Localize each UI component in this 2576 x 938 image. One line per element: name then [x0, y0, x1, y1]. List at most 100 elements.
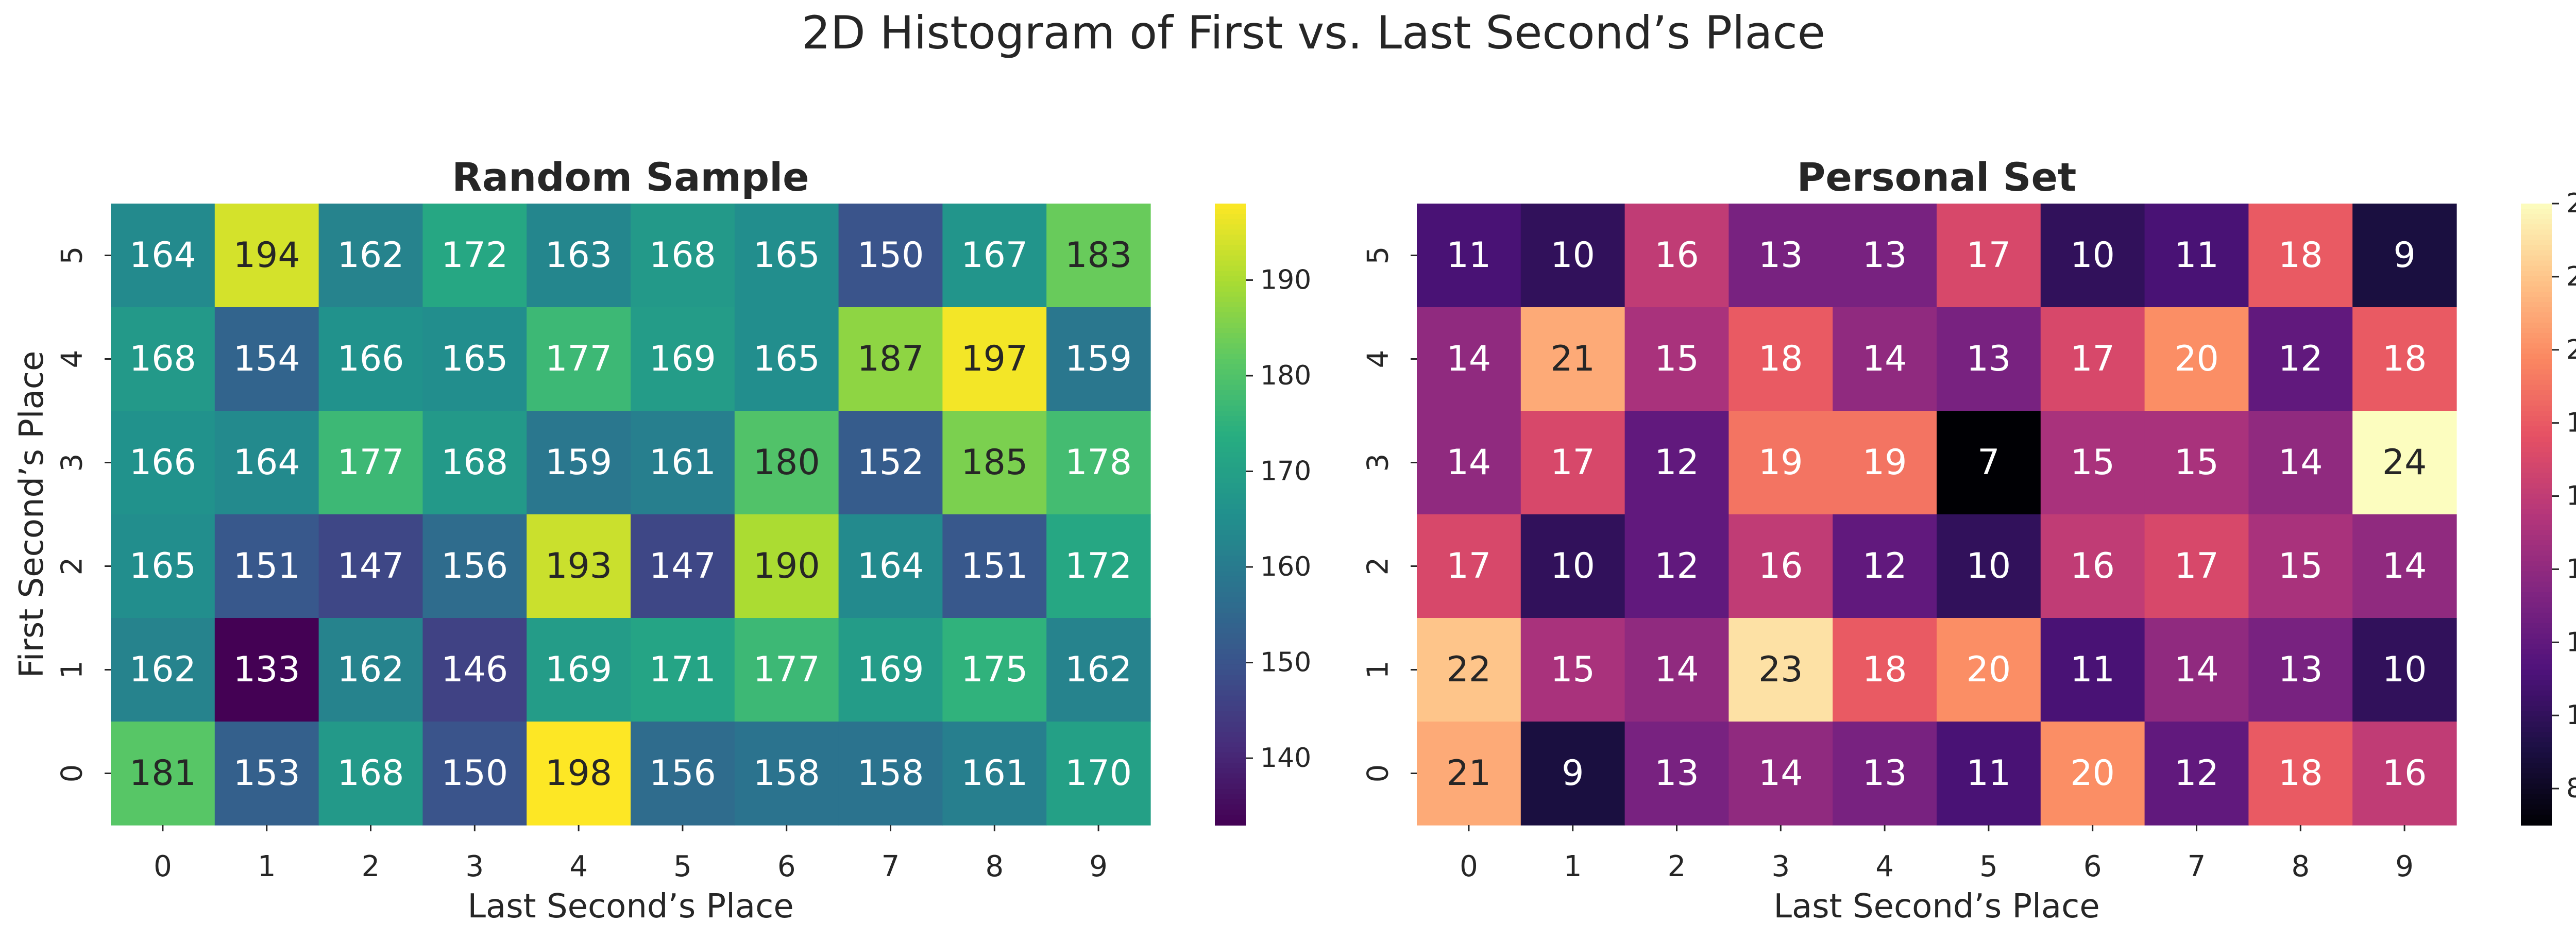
- cell-value-label: 12: [1862, 546, 1907, 587]
- colorbar-segment: [2521, 400, 2552, 406]
- colorbar-tick-label: 10: [2566, 700, 2576, 731]
- heatmap-cell: [631, 722, 735, 826]
- cell-value-label: 18: [2278, 753, 2323, 794]
- cell-value-label: 169: [545, 649, 612, 690]
- heatmap-cell: [1937, 204, 2041, 308]
- colorbar-segment: [1215, 592, 1246, 598]
- colorbar-segment: [2521, 706, 2552, 712]
- colorbar-segment: [1215, 530, 1246, 535]
- cell-value-label: 15: [2070, 442, 2115, 483]
- colorbar-segment: [2521, 550, 2552, 557]
- cell-value-label: 156: [649, 753, 716, 794]
- heatmap-cell: [838, 204, 943, 308]
- cell-value-label: 183: [1065, 235, 1132, 276]
- cell-value-label: 21: [1447, 753, 1492, 794]
- cell-value-label: 10: [1550, 235, 1595, 276]
- colorbar-segment: [2521, 581, 2552, 588]
- colorbar-segment: [2521, 794, 2552, 800]
- colorbar-segment: [2521, 628, 2552, 634]
- colorbar-segment: [2521, 447, 2552, 453]
- heatmap-cell: [1728, 514, 1833, 618]
- colorbar-segment: [2521, 442, 2552, 448]
- heatmap-cell: [111, 307, 215, 411]
- colorbar-tick-label: 140: [1260, 743, 1311, 774]
- colorbar-segment: [2521, 286, 2552, 292]
- cell-value-label: 18: [1758, 339, 1803, 379]
- cell-value-label: 12: [1654, 546, 1699, 587]
- cell-value-label: 146: [441, 649, 508, 690]
- colorbar-segment: [2521, 390, 2552, 396]
- heatmap-cell: [1728, 307, 1833, 411]
- heatmap-cell: [1417, 514, 1521, 618]
- y-tick-label: 1: [1362, 661, 1395, 679]
- colorbar-segment: [2521, 514, 2552, 520]
- colorbar-segment: [1215, 224, 1246, 230]
- colorbar-segment: [2521, 338, 2552, 344]
- colorbar-segment: [1215, 301, 1246, 308]
- x-tick-label: 2: [362, 850, 380, 883]
- colorbar-segment: [2521, 747, 2552, 753]
- colorbar-segment: [2521, 478, 2552, 484]
- colorbar-segment: [1215, 758, 1246, 764]
- colorbar-segment: [1215, 520, 1246, 525]
- heatmap-cell: [1624, 514, 1729, 618]
- y-tick-label: 4: [56, 350, 89, 368]
- colorbar-segment: [2521, 618, 2552, 624]
- y-tick-label: 3: [56, 454, 89, 472]
- heatmap-cell: [527, 618, 631, 722]
- cell-value-label: 12: [2278, 339, 2323, 379]
- colorbar-segment: [2521, 530, 2552, 535]
- cell-value-label: 164: [129, 235, 196, 276]
- heatmap-cell: [422, 411, 527, 515]
- panel-title: Personal Set: [1797, 154, 2077, 200]
- colorbar-segment: [2521, 457, 2552, 463]
- heatmap-cell: [111, 618, 215, 722]
- cell-value-label: 153: [233, 753, 300, 794]
- cell-value-label: 11: [1967, 753, 2011, 794]
- x-tick-label: 6: [777, 850, 796, 883]
- cell-value-label: 14: [1862, 339, 1907, 379]
- cell-value-label: 13: [2278, 649, 2323, 690]
- heatmap-cell: [1046, 722, 1151, 826]
- heatmap-cell: [631, 307, 735, 411]
- colorbar-segment: [1215, 374, 1246, 380]
- colorbar-segment: [2521, 483, 2552, 489]
- colorbar-segment: [1215, 214, 1246, 220]
- heatmap-cell: [942, 411, 1047, 515]
- colorbar-segment: [2521, 763, 2552, 769]
- colorbar-segment: [1215, 291, 1246, 297]
- y-tick-label: 4: [1362, 350, 1395, 368]
- colorbar-segment: [1215, 405, 1246, 411]
- colorbar-segment: [1215, 514, 1246, 520]
- colorbar-segment: [1215, 478, 1246, 484]
- colorbar-segment: [1215, 354, 1246, 360]
- colorbar-segment: [2521, 473, 2552, 479]
- colorbar-tick-label: 190: [1260, 264, 1311, 295]
- colorbar-segment: [1215, 204, 1246, 209]
- colorbar-segment: [2521, 437, 2552, 443]
- cell-value-label: 151: [961, 546, 1028, 587]
- colorbar-segment: [1215, 727, 1246, 732]
- x-tick-label: 8: [2291, 850, 2310, 883]
- cell-value-label: 13: [1862, 235, 1907, 276]
- colorbar-segment: [1215, 276, 1246, 282]
- cell-value-label: 165: [753, 235, 820, 276]
- colorbar-segment: [1215, 359, 1246, 365]
- cell-value-label: 164: [857, 546, 924, 587]
- colorbar-segment: [2521, 566, 2552, 572]
- colorbar-segment: [2521, 685, 2552, 691]
- heatmap-cell: [318, 411, 423, 515]
- cell-value-label: 177: [545, 339, 612, 379]
- colorbar-segment: [1215, 348, 1246, 355]
- heatmap-cell: [1046, 618, 1151, 722]
- colorbar-segment: [1215, 716, 1246, 722]
- colorbar-segment: [1215, 504, 1246, 510]
- colorbar-segment: [1215, 556, 1246, 562]
- heatmap-cell: [214, 618, 319, 722]
- cell-value-label: 16: [1654, 235, 1699, 276]
- colorbar-segment: [1215, 633, 1246, 639]
- colorbar-segment: [2521, 260, 2552, 266]
- cell-value-label: 171: [649, 649, 716, 690]
- heatmap-cell: [1833, 307, 1937, 411]
- colorbar-segment: [1215, 525, 1246, 530]
